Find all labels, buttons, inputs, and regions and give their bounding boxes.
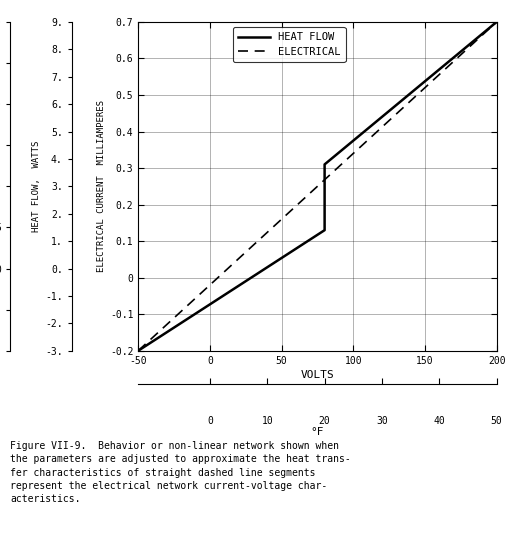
Legend: HEAT FLOW, ELECTRICAL: HEAT FLOW, ELECTRICAL (233, 27, 346, 62)
Text: Figure VII-9.  Behavior or non-linear network shown when
the parameters are adju: Figure VII-9. Behavior or non-linear net… (10, 441, 351, 504)
X-axis label: VOLTS: VOLTS (301, 370, 334, 380)
Y-axis label: HEAT FLOW,  WATTS: HEAT FLOW, WATTS (32, 141, 41, 232)
X-axis label: °F: °F (311, 427, 324, 437)
Y-axis label: ELECTRICAL CURRENT  MILLIAMPERES: ELECTRICAL CURRENT MILLIAMPERES (97, 100, 105, 272)
